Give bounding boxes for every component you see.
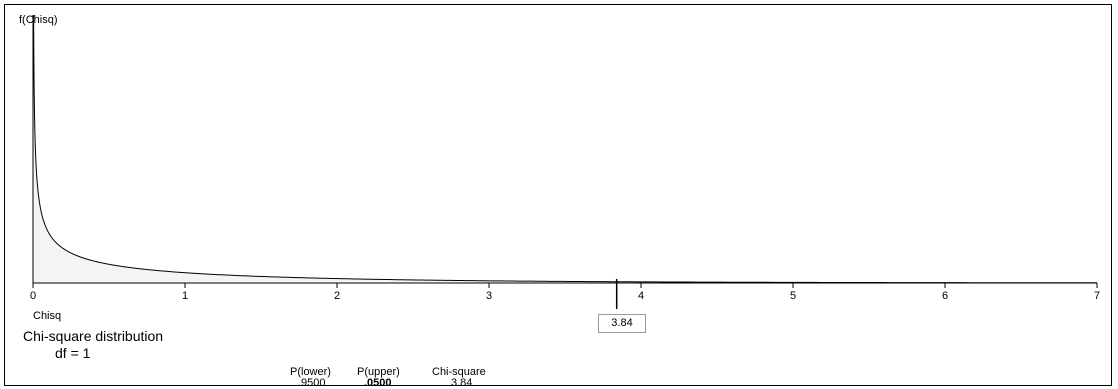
p-upper-value: .0500 <box>364 377 392 389</box>
x-tick-label: 0 <box>30 290 36 302</box>
tick-layer: 0 1 2 3 4 5 6 7 <box>30 283 1100 302</box>
df-label: df = 1 <box>55 345 90 361</box>
axis-layer <box>32 15 1097 284</box>
p-upper-header: P(upper) <box>357 366 400 378</box>
y-axis-title: f(Chisq) <box>19 14 58 26</box>
x-tick-label: 4 <box>638 290 644 302</box>
shade-layer <box>33 15 617 283</box>
chi-square-header: Chi-square <box>432 366 486 378</box>
x-tick-label: 1 <box>182 290 188 302</box>
df-label-text: df = <box>55 345 79 361</box>
chi-square-plot: 0 1 2 3 4 5 6 7 <box>30 14 1100 309</box>
curve-layer <box>33 14 1098 284</box>
p-lower-value: .9500 <box>298 377 326 389</box>
x-tick-label: 7 <box>1094 290 1100 302</box>
chart-frame: 0 1 2 3 4 5 6 7 f(Chisq) Chisq 3.84 Chi-square … <box>4 4 1112 389</box>
chi-square-value: 3.84 <box>451 377 473 389</box>
critical-value-box[interactable]: 3.84 <box>598 314 646 333</box>
x-tick-label: 3 <box>486 290 492 302</box>
x-axis-title: Chisq <box>33 310 62 322</box>
distribution-name: Chi-square distribution <box>23 328 164 344</box>
x-tick-label: 2 <box>334 290 340 302</box>
x-tick-label: 5 <box>790 290 796 302</box>
x-tick-label: 6 <box>942 290 948 302</box>
df-value: 1 <box>82 345 91 361</box>
density-curve <box>33 14 1098 284</box>
shaded-area <box>33 15 617 283</box>
p-lower-header: P(lower) <box>290 366 331 378</box>
